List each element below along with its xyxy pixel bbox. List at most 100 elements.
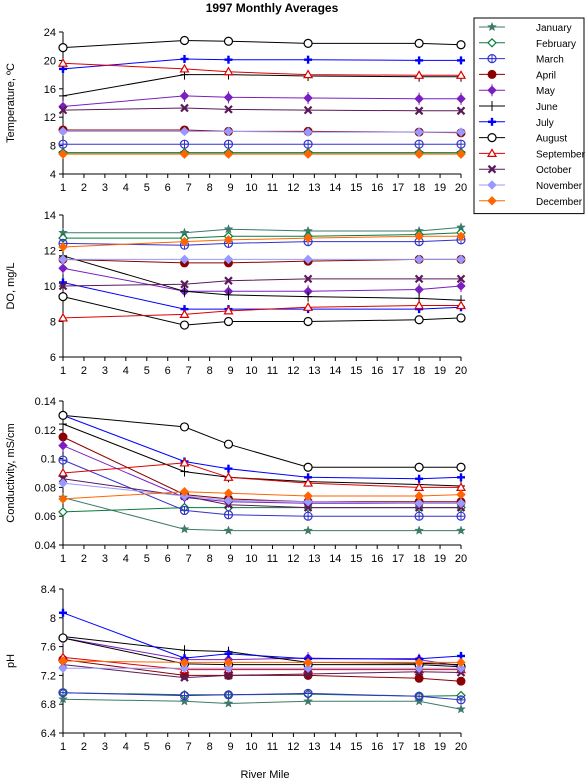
data-point: [58, 254, 68, 265]
data-point: [414, 106, 424, 116]
data-point: [303, 316, 313, 327]
x-tick-label: 2: [81, 741, 87, 753]
x-tick-label: 5: [144, 553, 150, 565]
x-tick-label: 17: [392, 365, 404, 377]
data-point: [223, 495, 234, 506]
data-point: [179, 523, 190, 534]
data-point: [456, 127, 466, 137]
y-tick-label: 8: [50, 141, 56, 153]
series-line: [62, 459, 461, 517]
x-tick-label: 10: [245, 182, 257, 194]
data-point: [414, 92, 424, 105]
x-tick-label: 20: [455, 365, 467, 377]
x-tick-label: 6: [165, 553, 171, 565]
legend-marker: [487, 180, 497, 190]
data-point: [179, 149, 190, 159]
legend-entry: February: [479, 37, 576, 50]
data-point: [303, 233, 313, 243]
data-point: [303, 149, 313, 159]
x-tick-label: 8: [207, 553, 213, 565]
x-tick-label: 18: [413, 182, 425, 194]
legend-marker: [487, 84, 497, 97]
x-tick-label: 20: [455, 182, 467, 194]
legend-label: May: [536, 86, 555, 97]
series-line: [63, 232, 462, 239]
y-tick-label: 0.06: [35, 511, 56, 523]
x-tick-label: 8: [207, 182, 213, 194]
data-point: [223, 316, 234, 327]
series-line: [62, 612, 462, 660]
series-may: [58, 631, 466, 673]
legend-label: March: [536, 55, 564, 66]
x-tick-label: 2: [81, 182, 87, 194]
data-point: [179, 139, 190, 149]
series-line: [62, 58, 461, 70]
x-tick-label: 11: [267, 553, 278, 565]
data-point: [303, 491, 313, 501]
data-point: [179, 35, 190, 46]
y-axis-label: DO, mg/L: [5, 262, 17, 309]
legend: January February March April May June July Augu…: [473, 17, 586, 215]
data-point: [414, 274, 424, 284]
series-october: [58, 103, 466, 116]
data-point: [58, 494, 68, 504]
data-point: [223, 698, 234, 708]
series-march: [58, 139, 466, 149]
series-line: [62, 39, 462, 49]
data-point: [58, 439, 68, 452]
data-point: [303, 254, 313, 265]
legend-marker: [487, 133, 497, 143]
legend-label: September: [536, 149, 586, 160]
y-tick-label: 6.8: [41, 699, 56, 711]
x-tick-label: 11: [267, 182, 278, 194]
data-point: [456, 511, 466, 521]
data-point: [456, 462, 466, 472]
x-tick-label: 15: [350, 553, 362, 565]
series-line: [62, 664, 462, 679]
x-tick-label: 7: [186, 741, 192, 753]
x-tick-label: 10: [245, 553, 257, 565]
series-november: [58, 478, 466, 508]
x-tick-label: 13: [308, 553, 320, 565]
data-point: [58, 633, 68, 643]
data-point: [223, 66, 234, 76]
y-tick-label: 0.14: [35, 396, 56, 408]
legend-marker: [487, 53, 497, 64]
legend-entry: April: [479, 69, 556, 81]
data-point: [456, 139, 466, 149]
data-point: [414, 482, 425, 491]
series-august: [58, 292, 466, 330]
data-point: [179, 487, 190, 497]
series-line: [62, 267, 462, 292]
x-tick-label: 1: [60, 553, 66, 565]
data-point: [414, 315, 424, 325]
data-point: [303, 477, 314, 487]
series-june: [59, 250, 465, 306]
data-point: [224, 649, 233, 658]
x-tick-label: 1: [60, 741, 66, 753]
y-tick-label: 0.04: [35, 540, 56, 552]
data-point: [414, 127, 424, 137]
data-point: [179, 309, 190, 318]
data-point: [414, 663, 424, 673]
data-point: [456, 274, 466, 284]
legend-entry: December: [479, 196, 583, 208]
legend-marker: [487, 69, 497, 79]
x-tick-label: 18: [413, 553, 425, 565]
data-point: [179, 89, 190, 102]
data-point: [58, 656, 68, 666]
x-tick-label: 3: [102, 365, 108, 377]
panel-3: 0.040.060.080.10.120.141 2 3 4 5 6 7 8 9 10 11 12 13…: [5, 396, 467, 565]
data-point: [223, 223, 234, 234]
series-december: [58, 231, 466, 252]
data-point: [58, 478, 68, 488]
series-line: [62, 698, 462, 710]
x-tick-label: 4: [123, 741, 129, 753]
data-point: [224, 464, 233, 473]
x-tick-label: 11: [267, 741, 278, 753]
data-point: [179, 126, 190, 137]
data-point: [59, 608, 67, 617]
x-tick-label: 9: [228, 182, 234, 194]
x-tick-label: 19: [434, 741, 446, 753]
